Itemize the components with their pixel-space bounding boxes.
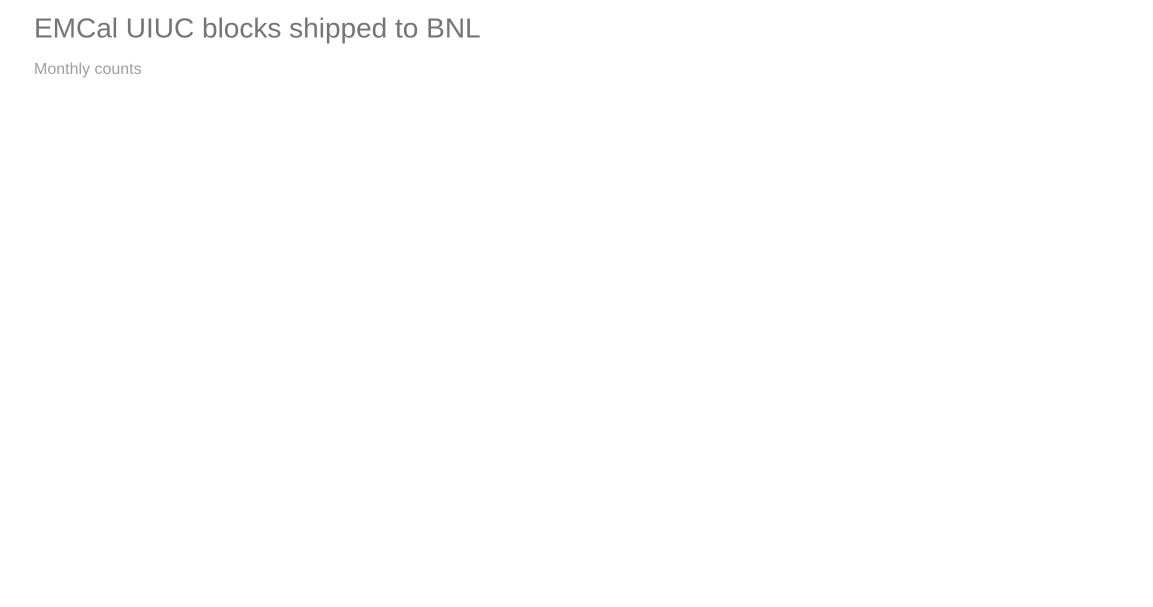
chart-title: EMCal UIUC blocks shipped to BNL — [34, 12, 481, 43]
chart-subtitle: Monthly counts — [34, 61, 142, 78]
